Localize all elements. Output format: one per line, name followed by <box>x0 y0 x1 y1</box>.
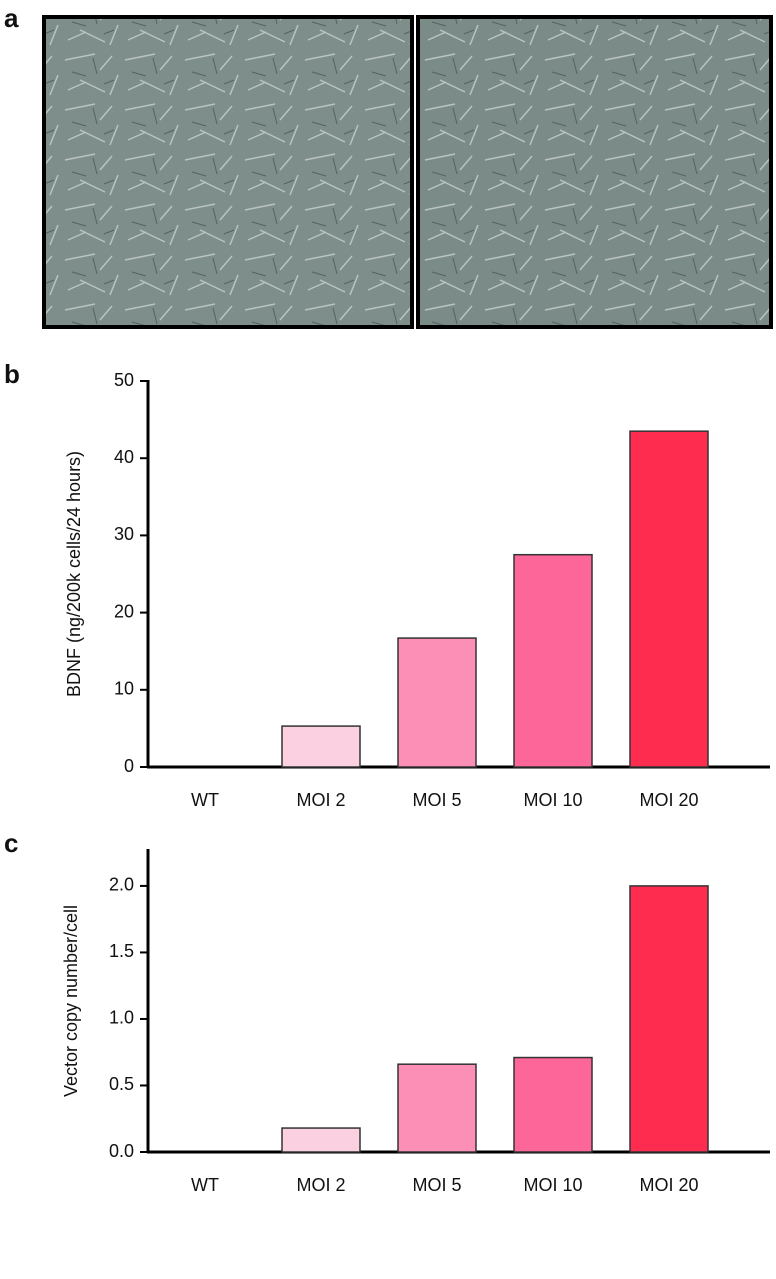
y-tick-label: 1.5 <box>109 941 134 961</box>
x-tick-label: MOI 5 <box>412 790 461 810</box>
x-tick-label: MOI 5 <box>412 1175 461 1195</box>
x-tick-label: WT <box>191 1175 219 1195</box>
x-tick-label: MOI 10 <box>523 1175 582 1195</box>
bar <box>281 1127 361 1153</box>
panel-label: b <box>4 359 20 389</box>
x-tick-label: MOI 2 <box>296 790 345 810</box>
y-tick-label: 0.5 <box>109 1074 134 1094</box>
y-axis-title: BDNF (ng/200k cells/24 hours) <box>64 451 84 697</box>
x-tick-label: MOI 20 <box>639 790 698 810</box>
x-tick-label: MOI 20 <box>639 1175 698 1195</box>
y-tick-label: 10 <box>114 679 134 699</box>
x-tick-label: MOI 2 <box>296 1175 345 1195</box>
bar <box>513 1056 593 1153</box>
bar <box>397 1063 477 1153</box>
x-tick-label: WT <box>191 790 219 810</box>
micrograph-frame <box>42 15 414 329</box>
y-tick-label: 1.0 <box>109 1008 134 1028</box>
bar <box>281 725 361 768</box>
y-tick-label: 0.0 <box>109 1141 134 1161</box>
bar <box>629 885 709 1153</box>
y-tick-label: 30 <box>114 524 134 544</box>
x-tick-label: MOI 10 <box>523 790 582 810</box>
y-tick-label: 50 <box>114 370 134 390</box>
y-tick-label: 0 <box>124 756 134 776</box>
y-tick-label: 2.0 <box>109 875 134 895</box>
panel-label: c <box>4 828 18 858</box>
bar <box>397 637 477 768</box>
y-tick-label: 40 <box>114 447 134 467</box>
micrograph-frame <box>416 15 773 329</box>
bar <box>629 430 709 768</box>
y-axis-title: Vector copy number/cell <box>61 905 81 1097</box>
panel-label: a <box>4 3 19 33</box>
y-tick-label: 20 <box>114 601 134 621</box>
bar <box>513 553 593 768</box>
